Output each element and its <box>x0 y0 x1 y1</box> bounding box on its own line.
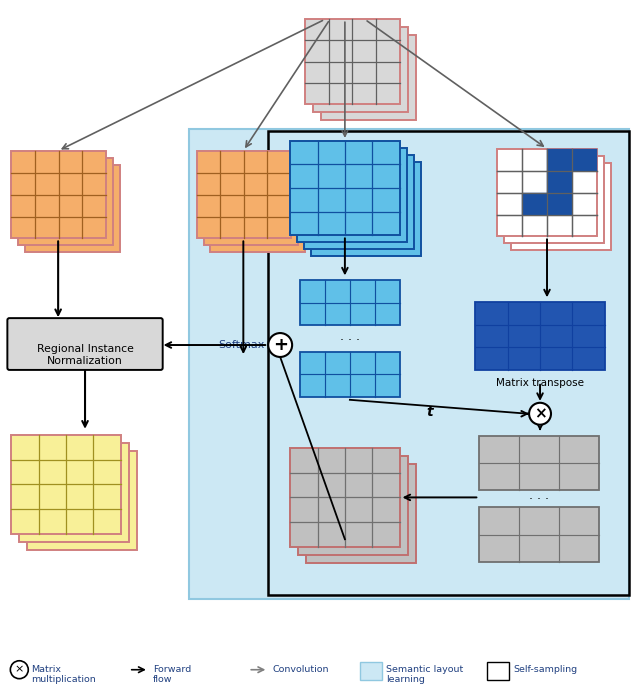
Text: Self-sampling: Self-sampling <box>513 665 577 674</box>
FancyBboxPatch shape <box>12 435 121 534</box>
Text: ×: × <box>15 664 24 675</box>
Text: · · ·: · · · <box>529 493 549 506</box>
FancyBboxPatch shape <box>300 352 399 396</box>
FancyBboxPatch shape <box>305 20 399 104</box>
FancyBboxPatch shape <box>300 281 399 325</box>
FancyBboxPatch shape <box>204 158 298 246</box>
FancyBboxPatch shape <box>479 507 599 562</box>
FancyBboxPatch shape <box>321 36 415 120</box>
FancyBboxPatch shape <box>547 171 572 193</box>
Circle shape <box>268 333 292 357</box>
FancyBboxPatch shape <box>211 165 305 253</box>
Text: Semantic layout
learning: Semantic layout learning <box>386 665 463 685</box>
FancyBboxPatch shape <box>297 148 406 242</box>
FancyBboxPatch shape <box>19 443 129 542</box>
Text: Forward
flow: Forward flow <box>153 665 191 685</box>
FancyBboxPatch shape <box>311 162 420 256</box>
FancyBboxPatch shape <box>189 129 628 599</box>
Text: Regional Instance
Normalization: Regional Instance Normalization <box>36 344 134 366</box>
Circle shape <box>529 403 551 424</box>
FancyBboxPatch shape <box>511 163 611 251</box>
FancyBboxPatch shape <box>479 436 599 491</box>
Text: Convolution: Convolution <box>272 665 329 674</box>
FancyBboxPatch shape <box>304 155 413 249</box>
FancyBboxPatch shape <box>547 149 572 171</box>
Text: +: + <box>273 336 287 354</box>
FancyBboxPatch shape <box>572 149 596 171</box>
Text: Matrix transpose: Matrix transpose <box>496 378 584 388</box>
FancyBboxPatch shape <box>8 318 163 370</box>
Text: · · ·: · · · <box>340 334 360 346</box>
FancyBboxPatch shape <box>290 141 399 235</box>
FancyBboxPatch shape <box>19 158 113 246</box>
FancyBboxPatch shape <box>290 447 399 547</box>
FancyBboxPatch shape <box>547 193 572 214</box>
FancyBboxPatch shape <box>298 456 408 555</box>
FancyBboxPatch shape <box>12 151 106 239</box>
Text: Softmax: Softmax <box>218 340 264 350</box>
FancyBboxPatch shape <box>504 156 604 244</box>
Text: ×: × <box>534 406 547 421</box>
Text: t: t <box>426 405 433 419</box>
FancyBboxPatch shape <box>196 151 291 239</box>
Text: Matrix
multiplication: Matrix multiplication <box>31 665 96 685</box>
FancyBboxPatch shape <box>360 662 381 680</box>
FancyBboxPatch shape <box>476 302 605 370</box>
FancyBboxPatch shape <box>313 27 408 112</box>
FancyBboxPatch shape <box>28 451 137 550</box>
FancyBboxPatch shape <box>26 165 120 253</box>
FancyBboxPatch shape <box>522 193 547 214</box>
FancyBboxPatch shape <box>497 149 596 237</box>
Circle shape <box>10 661 28 678</box>
FancyBboxPatch shape <box>487 662 509 680</box>
FancyBboxPatch shape <box>306 463 415 563</box>
